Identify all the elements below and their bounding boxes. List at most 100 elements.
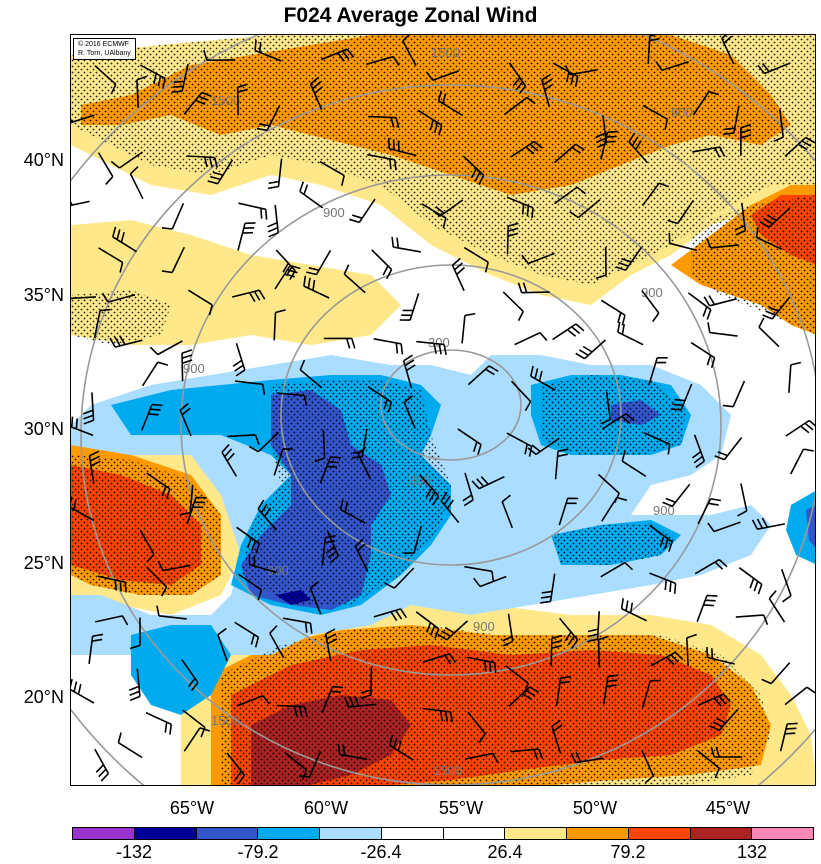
wind-barb [641,182,670,207]
wind-barb [373,338,404,355]
wind-barb [403,525,423,554]
contour-label: 900 [671,105,693,120]
wind-barb [714,437,743,461]
wind-barb [248,554,277,574]
contour-label: 1500 [211,713,240,728]
wind-barb [641,749,655,784]
lat-label: 20°N [23,687,64,707]
contour-label: 900 [183,361,205,376]
wind-barb [402,354,416,389]
wind-barb [510,380,532,412]
wind-barb [237,573,263,601]
wind-barb [558,497,579,526]
wind-barb [387,138,417,157]
wind-barb [697,693,731,707]
wind-barb [157,560,191,572]
wind-barb [399,293,420,321]
wind-barb [416,340,447,355]
wind-barb [467,365,499,386]
wind-barb [367,386,393,413]
wind-barb [388,734,414,761]
wind-barb [451,257,466,292]
wind-barb [649,572,677,594]
wind-barb [254,40,282,62]
wind-barb [186,155,218,168]
contour-labels: 1500 1500 900 300 900 900 900 900 1500 1… [183,45,693,778]
wind-barb [109,335,143,348]
wind-barb [232,289,266,303]
wind-barb [597,635,609,668]
wind-barb [248,431,280,453]
colorbar-swatch [258,828,320,839]
wind-barb [595,247,607,280]
wind-barb [303,275,330,299]
wind-barb [463,246,489,273]
wind-barb [437,620,469,641]
wind-barb [641,290,660,322]
wind-barb [707,322,738,337]
stippling [71,35,815,785]
height-contours [71,35,815,785]
wind-barb [467,656,497,674]
wind-barb [649,524,673,552]
map-title: F024 Average Zonal Wind [283,4,538,27]
wind-barb [357,446,372,480]
wind-barb [325,529,340,564]
wind-barb [761,662,791,685]
wind-barb [554,448,569,480]
wind-barb [667,199,695,225]
wind-barb [274,264,301,290]
colorbar-label: 26.4 [487,842,523,862]
wind-barb [146,472,171,500]
wind-barb [314,429,326,463]
wind-barb [349,198,376,224]
credit-box: © 2016 ECMWF R. Torn, UAlbany [73,38,136,60]
wind-barb [415,611,440,639]
wind-barb [550,634,563,667]
wind-barb [697,749,721,779]
credit-line: R. Torn, UAlbany [78,50,131,57]
colorbar-swatch [196,828,259,839]
wind-barb [234,621,260,648]
wind-barb [501,494,514,529]
colorbar-swatch [320,828,382,839]
wind-barb [740,123,752,156]
wind-barb [690,341,716,369]
wind-barb [650,651,684,667]
wind-barb [508,686,540,707]
wind-barb [149,340,183,356]
wind-barb [758,317,780,348]
wind-barb [779,722,798,752]
wind-barb [735,614,769,625]
wind-barb [707,521,741,533]
wind-barb [670,383,693,411]
wind-barb [145,711,173,735]
colorbar-swatch [628,828,691,839]
wind-barb [464,565,495,582]
wind-barb [643,432,671,455]
wind-barb [621,450,647,477]
wind-barb [788,361,802,393]
lat-label: 40°N [23,150,64,170]
wind-barb [275,249,296,281]
wind-barb [759,207,791,228]
wind-barb [110,151,143,169]
wind-barb [343,264,366,294]
wind-barb [462,155,485,185]
wind-barb [71,296,97,300]
wind-barb [71,678,95,704]
wind-barb [517,282,550,294]
wind-barb [98,247,124,273]
wind-barb [757,62,791,75]
contour-label: 900 [653,503,675,518]
wind-barb [299,359,323,389]
wind-barb [93,308,111,339]
wind-barb [236,695,271,707]
wind-barb [600,299,626,326]
wind-barb [282,617,313,634]
wind-barb [706,647,735,665]
wind-barb [146,566,168,597]
wind-barb [467,711,486,743]
contour-label: 300 [409,473,431,488]
wind-barb [784,136,815,157]
